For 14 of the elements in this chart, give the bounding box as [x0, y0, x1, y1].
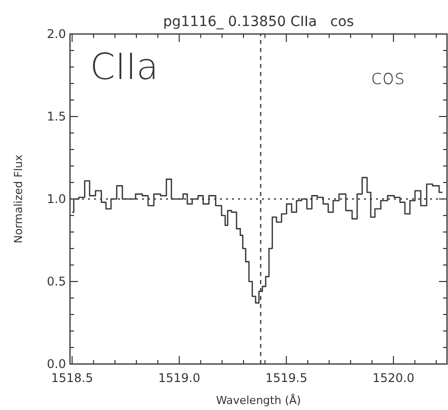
annotation: cos: [371, 65, 405, 89]
y-tick-label: 0.0: [46, 357, 66, 371]
x-tick-label: 1518.5: [51, 371, 94, 385]
y-tick-label: 1.5: [46, 110, 66, 124]
y-tick-label: 0.5: [46, 274, 66, 288]
chart-title: pg1116_ 0.13850 CIIa cos: [163, 14, 354, 30]
annotation: CIIa: [90, 47, 158, 88]
x-tick-label: 1520.0: [372, 371, 414, 385]
y-axis-title: Normalized Flux: [12, 154, 25, 244]
x-tick-label: 1519.5: [265, 371, 308, 385]
x-tick-label: 1519.0: [158, 371, 200, 385]
x-axis-title: Wavelength (Å): [216, 393, 301, 407]
y-tick-label: 1.0: [46, 192, 66, 206]
y-tick-label: 2.0: [46, 27, 66, 41]
